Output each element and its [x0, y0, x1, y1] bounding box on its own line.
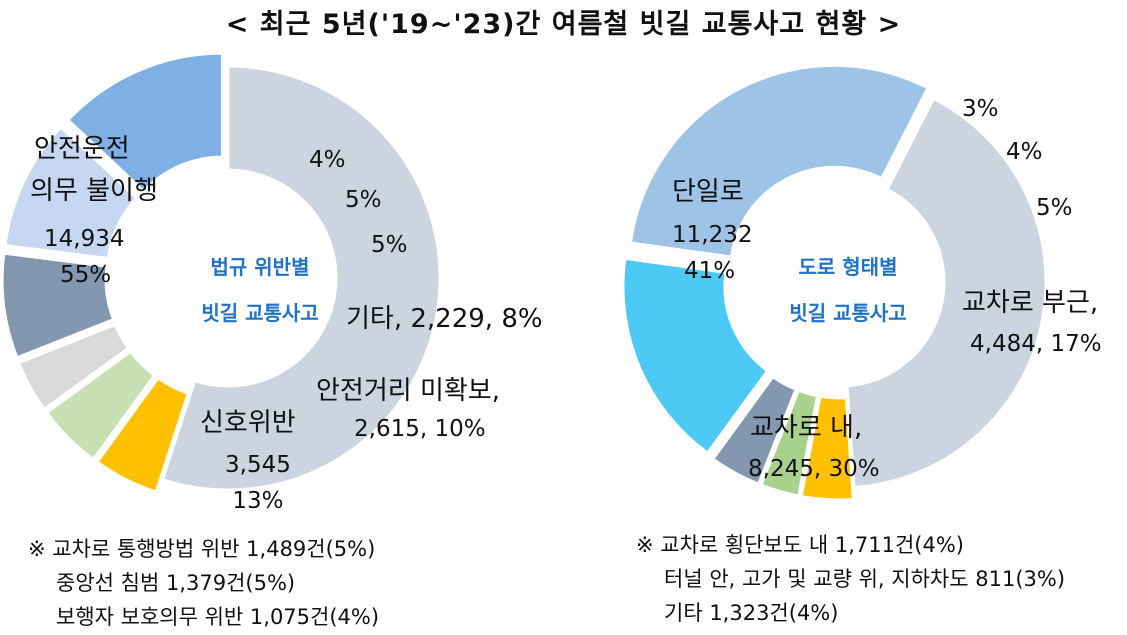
left-label-signal-values: 3,545 13% [225, 447, 291, 519]
right-label-single-road-values: 11,232 41% [672, 217, 752, 289]
right-label-crosswalk: 3% [962, 96, 999, 122]
right-center-line-2: 빗길 교통사고 [789, 301, 907, 325]
footnote-line: 중앙선 침범 1,379건(5%) [56, 571, 296, 595]
right-label-etc: 5% [1036, 195, 1073, 221]
left-label-intersection: 4% [309, 147, 346, 173]
right-label-single-road: 단일로 [672, 177, 744, 207]
right-label-tunnel: 4% [1006, 139, 1043, 165]
label-line: 안전거리 미확보, [316, 376, 500, 406]
right-label-in-intersection: 교차로 내, [750, 413, 863, 443]
left-label-signal: 신호위반 [200, 408, 296, 438]
left-label-centerline: 5% [345, 187, 382, 213]
donut-slice [0, 251, 116, 360]
label-line: 의무 불이행 [30, 176, 158, 206]
left-center-line-2: 빗길 교통사고 [201, 301, 319, 325]
donut-slice [628, 63, 930, 259]
left-label-etc: 기타, 2,229, 8% [346, 304, 543, 334]
footnote-line: ※ 교차로 횡단보도 내 1,711건(4%) [636, 533, 964, 557]
label-line: 11,232 [672, 222, 753, 248]
left-label-safe-driving-values: 14,934 55% [44, 221, 124, 293]
left-label-safe-distance: 안전거리 미확보, 2,615, 10% [316, 370, 500, 446]
footnote-line: 터널 안, 고가 및 교량 위, 지하차도 811(3%) [664, 567, 1066, 591]
label-line: 3,545 [225, 452, 291, 478]
chart-title: < 최근 5년('19~'23)간 여름철 빗길 교통사고 현황 > [225, 9, 902, 40]
donut-slice [845, 96, 1048, 490]
label-line: 13% [232, 488, 284, 514]
right-label-in-intersection-values: 8,245, 30% [748, 456, 880, 482]
donut-slice [710, 374, 798, 487]
label-line: 안전운전 [34, 134, 130, 164]
donut-slice [759, 388, 820, 498]
right-center-line-1: 도로 형태별 [798, 255, 898, 279]
right-center-label: 도로 형태별 빗길 교통사고 [738, 244, 958, 336]
right-footnotes: ※ 교차로 횡단보도 내 1,711건(4%) 터널 안, 고가 및 교량 위,… [636, 528, 1065, 630]
donut-slice [16, 322, 131, 412]
footnote-line: ※ 교차로 통행방법 위반 1,489건(5%) [28, 537, 376, 561]
left-label-safe-driving: 안전운전 의무 불이행 [30, 128, 158, 212]
left-footnotes: ※ 교차로 통행방법 위반 1,489건(5%) 중앙선 침범 1,379건(5… [28, 532, 379, 634]
label-line: 2,615, 10% [354, 416, 486, 442]
donut-slice [65, 51, 224, 194]
label-line: 55% [60, 262, 112, 288]
left-label-pedestrian: 5% [371, 232, 408, 258]
footnote-line: 보행자 보호의무 위반 1,075건(4%) [56, 605, 380, 629]
donut-slice [621, 256, 770, 456]
donut-slice [3, 124, 139, 261]
left-center-label: 법규 위반별 빗길 교통사고 [150, 244, 370, 336]
donut-slice [160, 64, 442, 492]
donut-slice [799, 394, 855, 502]
right-label-near-intersection: 교차로 부근, [962, 288, 1099, 318]
right-label-near-intersection-values: 4,484, 17% [970, 331, 1102, 357]
label-line: 14,934 [44, 226, 125, 252]
donut-slice [94, 375, 191, 494]
left-center-line-1: 법규 위반별 [210, 255, 310, 279]
label-line: 41% [684, 258, 736, 284]
donut-slice [44, 349, 157, 462]
footnote-line: 기타 1,323건(4%) [664, 601, 839, 625]
